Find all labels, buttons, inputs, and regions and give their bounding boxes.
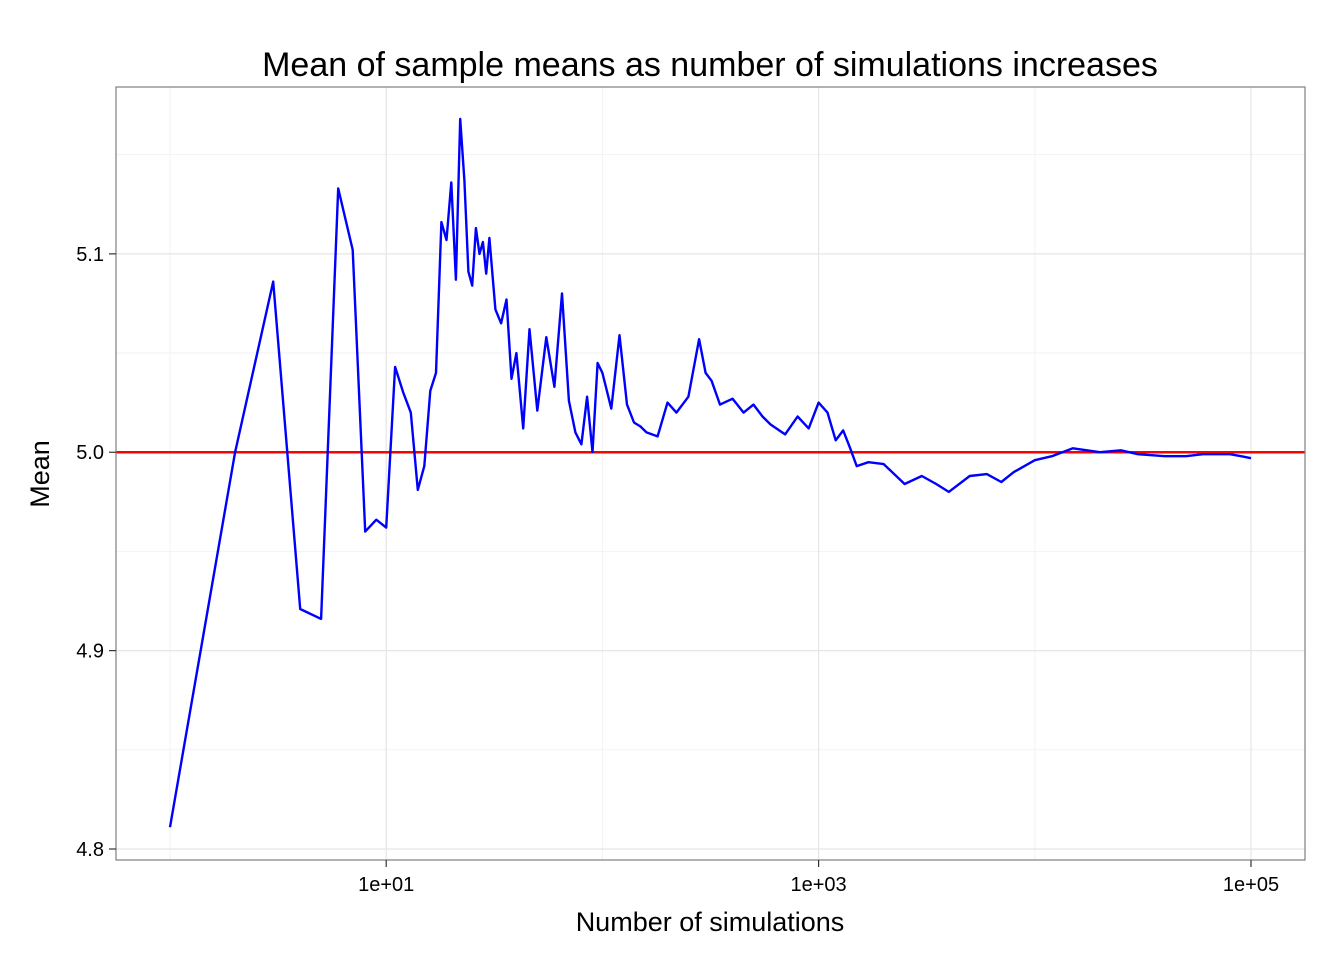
x-tick-label: 1e+01 bbox=[358, 874, 414, 896]
y-tick-label: 5.0 bbox=[76, 442, 104, 464]
y-axis-title: Mean bbox=[25, 440, 55, 508]
plot-panel-border bbox=[115, 86, 1306, 861]
x-axis-title: Number of simulations bbox=[576, 907, 845, 937]
y-tick-label: 5.1 bbox=[76, 244, 104, 266]
x-tick-label: 1e+03 bbox=[791, 874, 847, 896]
y-tick-label: 4.8 bbox=[76, 839, 104, 861]
chart-title: Mean of sample means as number of simula… bbox=[262, 46, 1158, 84]
y-axis: 4.8 4.9 5.0 5.1 bbox=[76, 244, 116, 861]
series-line bbox=[168, 117, 1252, 828]
x-axis: 1e+01 1e+03 1e+05 bbox=[358, 860, 1279, 896]
grid-minor bbox=[116, 87, 1305, 860]
x-tick-label: 1e+05 bbox=[1223, 874, 1279, 896]
y-tick-label: 4.9 bbox=[76, 641, 104, 663]
